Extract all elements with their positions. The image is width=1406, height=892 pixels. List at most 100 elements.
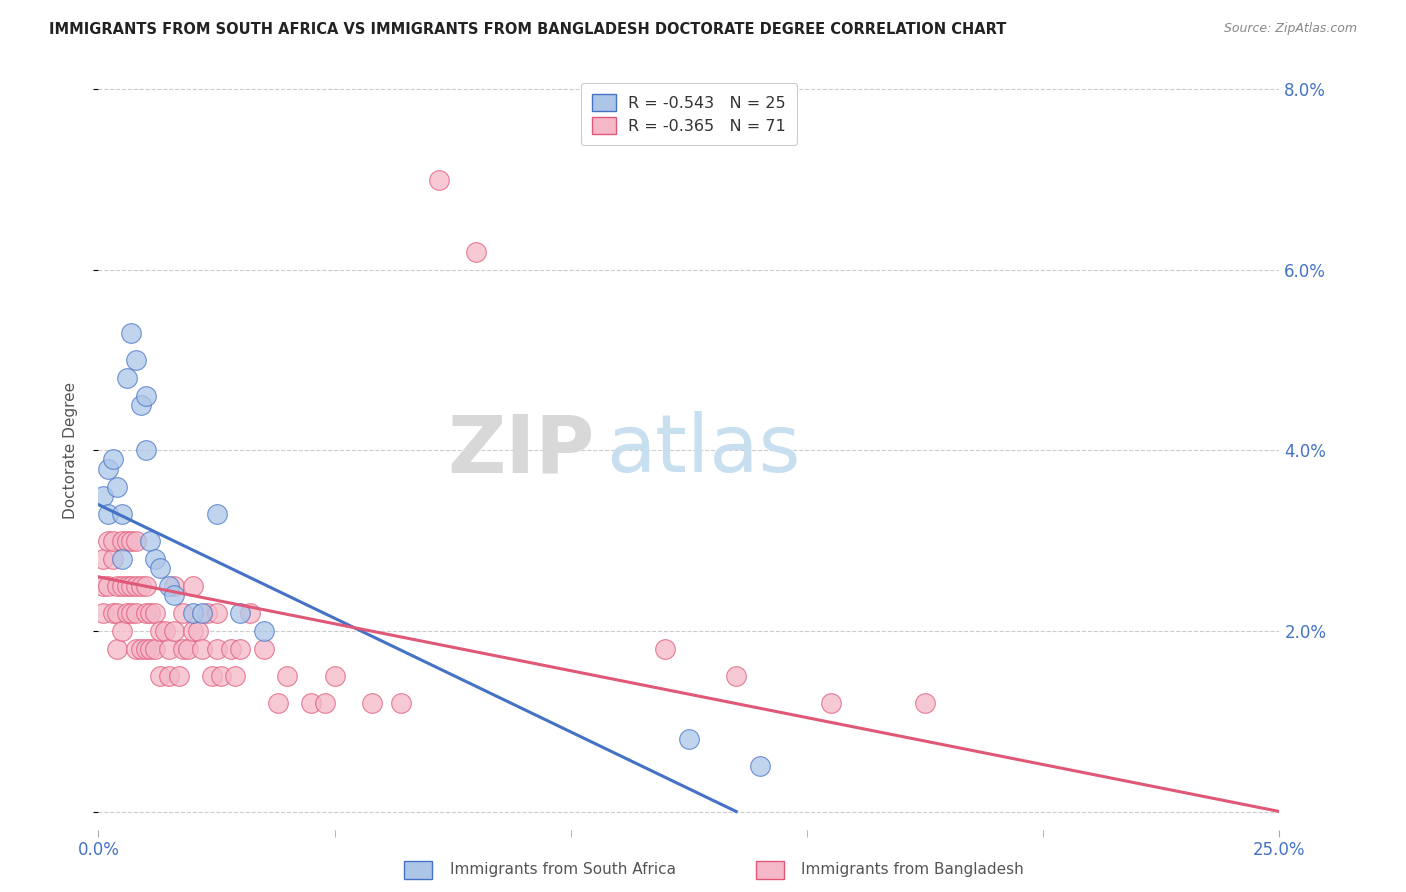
Point: [135, 389, 157, 403]
Point: [229, 642, 252, 657]
Point: [157, 642, 180, 657]
Point: [163, 588, 186, 602]
Point: [187, 624, 209, 638]
Y-axis label: Doctorate Degree: Doctorate Degree: [63, 382, 77, 519]
Point: [191, 642, 214, 657]
Point: [205, 642, 228, 657]
Point: [105, 579, 128, 593]
Point: [91, 551, 114, 566]
Point: [157, 579, 180, 593]
Point: [224, 669, 246, 683]
Point: [111, 551, 134, 566]
Point: [97, 461, 120, 475]
Point: [115, 579, 138, 593]
Point: [205, 606, 228, 620]
Point: [105, 606, 128, 620]
Text: Immigrants from South Africa: Immigrants from South Africa: [450, 863, 676, 877]
Point: [111, 624, 134, 638]
Point: [139, 533, 162, 548]
Text: atlas: atlas: [606, 411, 800, 490]
Point: [143, 606, 166, 620]
Point: [153, 624, 176, 638]
Point: [314, 696, 336, 710]
Point: [101, 452, 124, 467]
Point: [181, 579, 204, 593]
Point: [125, 606, 148, 620]
Point: [115, 533, 138, 548]
Text: Immigrants from Bangladesh: Immigrants from Bangladesh: [801, 863, 1024, 877]
Point: [195, 606, 218, 620]
Point: [253, 642, 276, 657]
Point: [389, 696, 412, 710]
Legend: R = -0.543   N = 25, R = -0.365   N = 71: R = -0.543 N = 25, R = -0.365 N = 71: [581, 83, 797, 145]
Point: [205, 507, 228, 521]
Text: ZIP: ZIP: [447, 411, 595, 490]
Text: IMMIGRANTS FROM SOUTH AFRICA VS IMMIGRANTS FROM BANGLADESH DOCTORATE DEGREE CORR: IMMIGRANTS FROM SOUTH AFRICA VS IMMIGRAN…: [49, 22, 1007, 37]
Point: [129, 398, 152, 412]
Point: [101, 551, 124, 566]
Point: [135, 606, 157, 620]
Point: [135, 579, 157, 593]
Point: [219, 642, 242, 657]
Point: [181, 606, 204, 620]
Point: [121, 606, 143, 620]
Point: [914, 696, 936, 710]
Point: [157, 669, 180, 683]
Point: [97, 507, 120, 521]
Point: [125, 579, 148, 593]
Point: [229, 606, 252, 620]
Point: [111, 507, 134, 521]
Point: [115, 371, 138, 385]
Point: [654, 642, 676, 657]
Point: [115, 606, 138, 620]
Point: [129, 642, 152, 657]
Point: [323, 669, 346, 683]
Point: [177, 642, 200, 657]
Point: [121, 533, 143, 548]
Point: [139, 606, 162, 620]
Point: [191, 606, 214, 620]
Point: [97, 579, 120, 593]
Point: [143, 642, 166, 657]
Point: [253, 624, 276, 638]
Point: [149, 561, 172, 575]
Point: [678, 732, 700, 747]
Point: [172, 606, 194, 620]
Point: [105, 642, 128, 657]
Point: [121, 579, 143, 593]
Point: [121, 326, 143, 340]
Point: [149, 624, 172, 638]
Point: [101, 606, 124, 620]
Point: [163, 624, 186, 638]
Point: [91, 579, 114, 593]
Point: [101, 533, 124, 548]
Point: [748, 759, 770, 773]
FancyBboxPatch shape: [405, 862, 433, 880]
Point: [97, 533, 120, 548]
Point: [181, 624, 204, 638]
Point: [167, 669, 190, 683]
Point: [820, 696, 842, 710]
Point: [105, 479, 128, 493]
Point: [135, 443, 157, 458]
Point: [139, 642, 162, 657]
Point: [465, 244, 488, 259]
Point: [91, 606, 114, 620]
Point: [725, 669, 748, 683]
Point: [201, 669, 224, 683]
Point: [427, 172, 450, 186]
Point: [361, 696, 384, 710]
Point: [125, 353, 148, 368]
Point: [91, 489, 114, 503]
Point: [299, 696, 322, 710]
Point: [276, 669, 298, 683]
Point: [209, 669, 232, 683]
Point: [111, 533, 134, 548]
FancyBboxPatch shape: [756, 862, 785, 880]
Point: [111, 579, 134, 593]
Point: [135, 642, 157, 657]
Point: [143, 551, 166, 566]
Point: [172, 642, 194, 657]
Point: [149, 669, 172, 683]
Point: [267, 696, 290, 710]
